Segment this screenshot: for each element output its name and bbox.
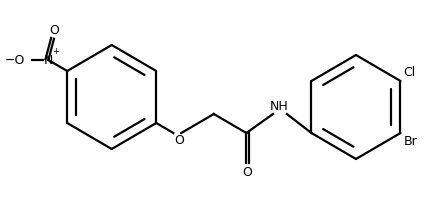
- Text: −O: −O: [4, 54, 25, 67]
- Text: O: O: [49, 24, 59, 37]
- Text: Cl: Cl: [403, 66, 415, 79]
- Text: O: O: [242, 166, 252, 179]
- Text: NH: NH: [269, 100, 288, 113]
- Text: +: +: [52, 47, 59, 56]
- Text: O: O: [174, 134, 184, 147]
- Text: N: N: [43, 54, 53, 67]
- Text: Br: Br: [403, 135, 416, 148]
